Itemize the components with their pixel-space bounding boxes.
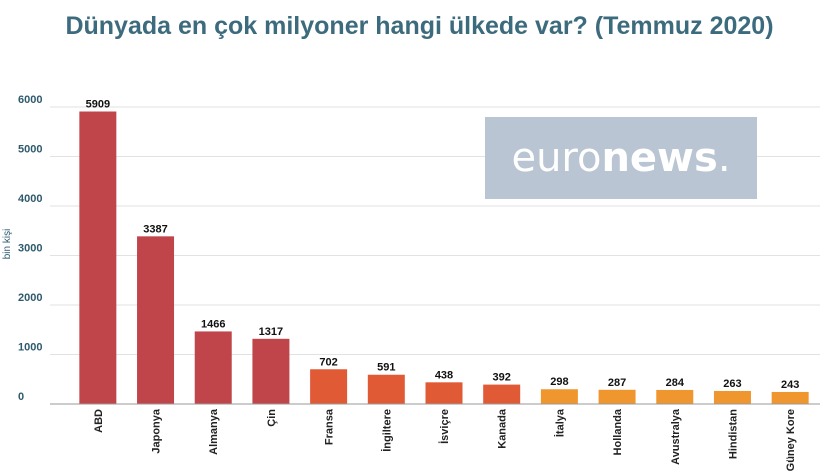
x-tick-label: İsviçre [438,409,451,444]
data-label: 298 [550,376,568,388]
bar [483,384,521,404]
y-tick-label: 3000 [18,243,42,255]
y-tick-label: 6000 [18,94,42,106]
x-tick-label: Avustralya [670,408,682,465]
data-label: 287 [608,377,626,389]
x-tick-label: Fransa [324,408,336,445]
y-tick-label: 0 [18,391,24,403]
data-label: 243 [781,379,799,391]
bar [367,374,405,404]
data-label: 392 [493,372,511,384]
x-tick-label: Japonya [151,408,163,454]
logo-bold-part: news [601,135,718,181]
x-tick-label: İngiltere [380,409,393,452]
bar [656,389,694,404]
x-tick-label: İtalya [553,408,566,437]
data-label: 438 [435,369,453,381]
logo-dot: . [717,135,731,181]
bar [252,338,290,404]
x-tick-label: ABD [93,409,105,433]
data-label: 591 [377,362,395,374]
y-tick-label: 1000 [18,342,42,354]
bar [713,390,751,404]
x-tick-label: Çin [266,409,278,427]
bar [771,391,809,404]
data-label: 1317 [259,326,283,338]
data-label: 284 [666,377,685,389]
data-label: 1466 [201,318,225,330]
euronews-logo: euronews. [485,117,757,199]
x-tick-label: Güney Kore [785,409,797,471]
y-tick-label: 2000 [18,292,42,304]
y-tick-label: 4000 [18,193,42,205]
logo-light-part: euro [511,135,602,181]
bar [79,111,117,404]
x-tick-label: Kanada [497,408,509,449]
grid-lines [50,106,820,355]
bar [540,389,578,404]
bar [425,382,463,404]
bar [598,389,636,404]
bar [137,236,175,404]
y-axis-label: bin kişi [2,229,13,260]
data-label: 5909 [86,99,110,111]
bar [194,331,232,404]
x-tick-label: Almanya [208,408,220,455]
y-tick-label: 5000 [18,144,42,156]
x-tick-label: Hindistan [727,409,739,459]
x-tick-label: Hollanda [612,408,624,455]
euronews-logo-text: euronews. [511,135,730,181]
data-label: 263 [723,378,741,390]
x-axis-ticks: ABD Japonya Almanya Çin Fransa İngiltere İsviç… [93,408,797,471]
data-labels: 5909 3387 1466 1317 702 591 438 392 298 287 284 263… [86,99,800,391]
bar [310,369,348,404]
bars [79,111,809,404]
data-label: 702 [319,356,337,368]
chart-title: Dünyada en çok milyoner hangi ülkede var… [65,12,774,40]
y-axis-ticks: 0 1000 2000 3000 4000 5000 6000 [18,94,42,403]
data-label: 3387 [143,223,167,235]
